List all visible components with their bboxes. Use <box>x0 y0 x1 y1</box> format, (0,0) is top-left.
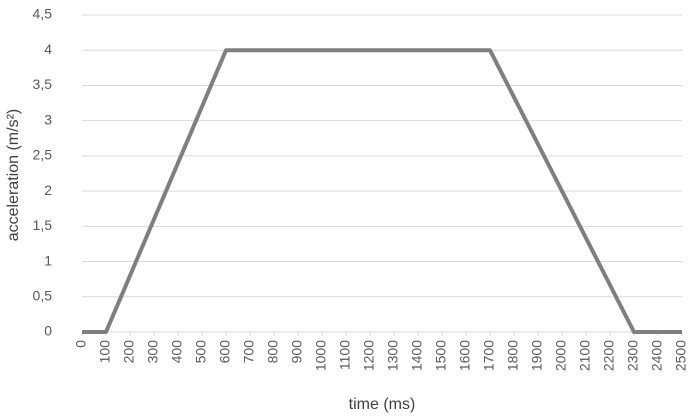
y-tick-label: 1,5 <box>33 217 53 233</box>
x-tick-label: 600 <box>217 340 233 364</box>
x-tick-label: 200 <box>121 340 137 364</box>
y-tick-label: 4,5 <box>33 6 53 22</box>
y-tick-label: 0 <box>44 323 52 339</box>
data-line <box>82 48 682 334</box>
x-tick-label: 1100 <box>337 340 353 370</box>
x-tick-label: 1000 <box>313 340 329 371</box>
x-tick-label: 1900 <box>529 340 545 371</box>
x-tick-label: 500 <box>193 340 209 364</box>
x-tick-label: 2300 <box>625 340 641 371</box>
y-axis-title: acceleration (m/s²) <box>5 109 22 241</box>
y-tick-label: 3,5 <box>33 76 53 92</box>
y-tick-label: 0,5 <box>33 287 53 303</box>
y-tick-label: 3 <box>44 111 52 127</box>
x-tick-label: 700 <box>241 340 257 364</box>
y-tick-label: 2 <box>44 182 52 198</box>
x-tick-label: 0 <box>73 340 89 348</box>
y-tick-label: 2,5 <box>33 147 53 163</box>
x-tick-label: 2100 <box>577 340 593 371</box>
x-tick-label: 800 <box>265 340 281 364</box>
x-tick-label: 1600 <box>457 340 473 371</box>
y-tick-label: 1 <box>44 252 52 268</box>
x-tick-label: 2200 <box>601 340 617 371</box>
x-tick-label: 1700 <box>481 340 497 371</box>
x-tick-label: 300 <box>145 340 161 364</box>
x-tick-label: 1400 <box>409 340 425 371</box>
x-tick-label: 1200 <box>361 340 377 371</box>
y-tick-label: 4 <box>44 41 52 57</box>
x-tick-label: 900 <box>289 340 305 364</box>
x-tick-label: 1300 <box>385 340 401 371</box>
x-tick-label: 1500 <box>433 340 449 371</box>
x-tick-label: 2400 <box>649 340 665 371</box>
x-tick-label: 1800 <box>505 340 521 371</box>
x-axis-title: time (ms) <box>349 396 416 413</box>
x-tick-label: 400 <box>169 340 185 364</box>
x-tick-label: 100 <box>97 340 113 364</box>
x-tick-label: 2500 <box>673 340 689 371</box>
x-tick-label: 2000 <box>553 340 569 371</box>
